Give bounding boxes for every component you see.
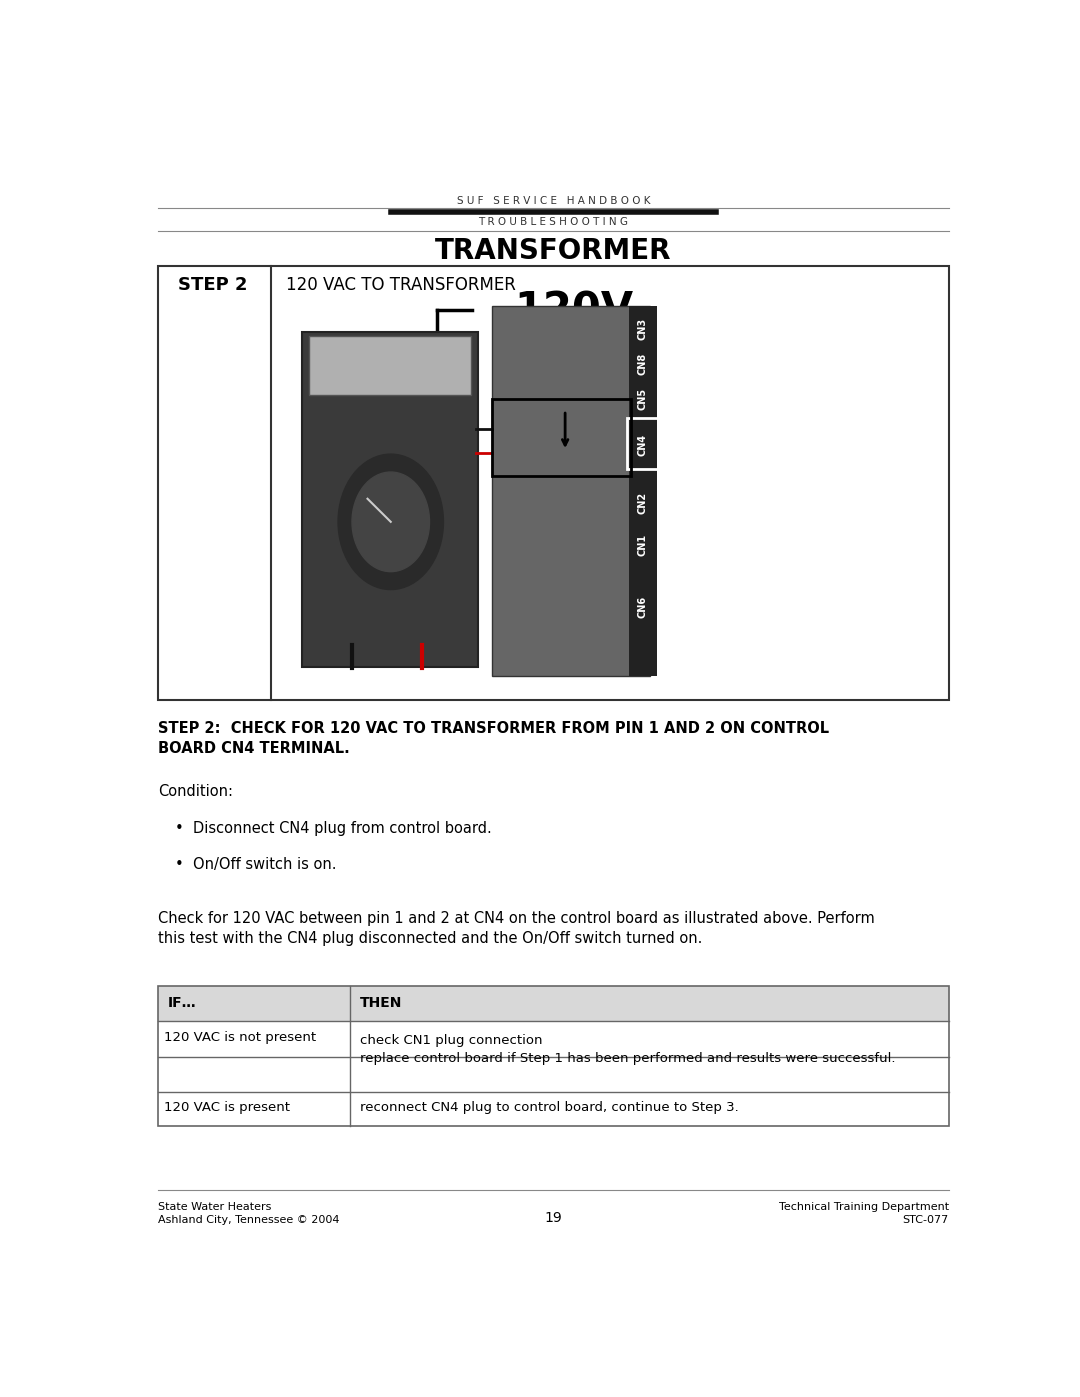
Bar <box>301 331 478 666</box>
Text: IF…: IF… <box>167 996 197 1010</box>
Text: CN8: CN8 <box>637 353 648 376</box>
Bar <box>159 986 948 1021</box>
Text: 120V: 120V <box>515 289 634 332</box>
Bar <box>491 306 650 676</box>
Text: Technical Training Department: Technical Training Department <box>779 1201 948 1211</box>
Bar <box>309 335 471 395</box>
Text: Condition:: Condition: <box>159 784 233 799</box>
Bar <box>627 418 660 469</box>
Bar <box>159 267 948 700</box>
Text: •  Disconnect CN4 plug from control board.: • Disconnect CN4 plug from control board… <box>175 820 492 835</box>
Text: T R O U B L E S H O O T I N G: T R O U B L E S H O O T I N G <box>478 217 629 226</box>
Text: State Water Heaters: State Water Heaters <box>159 1201 272 1211</box>
Text: STEP 2:  CHECK FOR 120 VAC TO TRANSFORMER FROM PIN 1 AND 2 ON CONTROL
BOARD CN4 : STEP 2: CHECK FOR 120 VAC TO TRANSFORMER… <box>159 721 829 756</box>
Text: 120 VAC TO TRANSFORMER: 120 VAC TO TRANSFORMER <box>286 275 516 293</box>
Text: S U F   S E R V I C E   H A N D B O O K: S U F S E R V I C E H A N D B O O K <box>457 196 650 205</box>
Text: TRANSFORMER: TRANSFORMER <box>435 237 672 265</box>
Text: CN3: CN3 <box>637 319 648 341</box>
Bar <box>491 398 631 475</box>
Text: 120 VAC is not present: 120 VAC is not present <box>164 1031 316 1044</box>
Text: CN2: CN2 <box>637 492 648 514</box>
Text: STEP 2: STEP 2 <box>178 275 247 293</box>
Text: CN6: CN6 <box>637 595 648 617</box>
Bar <box>159 986 948 1126</box>
Circle shape <box>352 472 430 571</box>
Text: •  On/Off switch is on.: • On/Off switch is on. <box>175 856 337 872</box>
Text: CN4: CN4 <box>637 434 648 455</box>
Text: CN1: CN1 <box>637 534 648 556</box>
Text: 120 VAC is present: 120 VAC is present <box>164 1101 291 1113</box>
Text: CN5: CN5 <box>637 387 648 409</box>
Bar <box>630 306 657 676</box>
Circle shape <box>338 454 444 590</box>
Text: 19: 19 <box>544 1211 563 1225</box>
Text: check CN1 plug connection
replace control board if Step 1 has been performed and: check CN1 plug connection replace contro… <box>360 1034 895 1065</box>
Text: THEN: THEN <box>360 996 402 1010</box>
Text: Check for 120 VAC between pin 1 and 2 at CN4 on the control board as illustrated: Check for 120 VAC between pin 1 and 2 at… <box>159 911 875 946</box>
Text: STC-077: STC-077 <box>903 1215 948 1225</box>
Text: Ashland City, Tennessee © 2004: Ashland City, Tennessee © 2004 <box>159 1215 340 1225</box>
Text: reconnect CN4 plug to control board, continue to Step 3.: reconnect CN4 plug to control board, con… <box>360 1101 739 1113</box>
